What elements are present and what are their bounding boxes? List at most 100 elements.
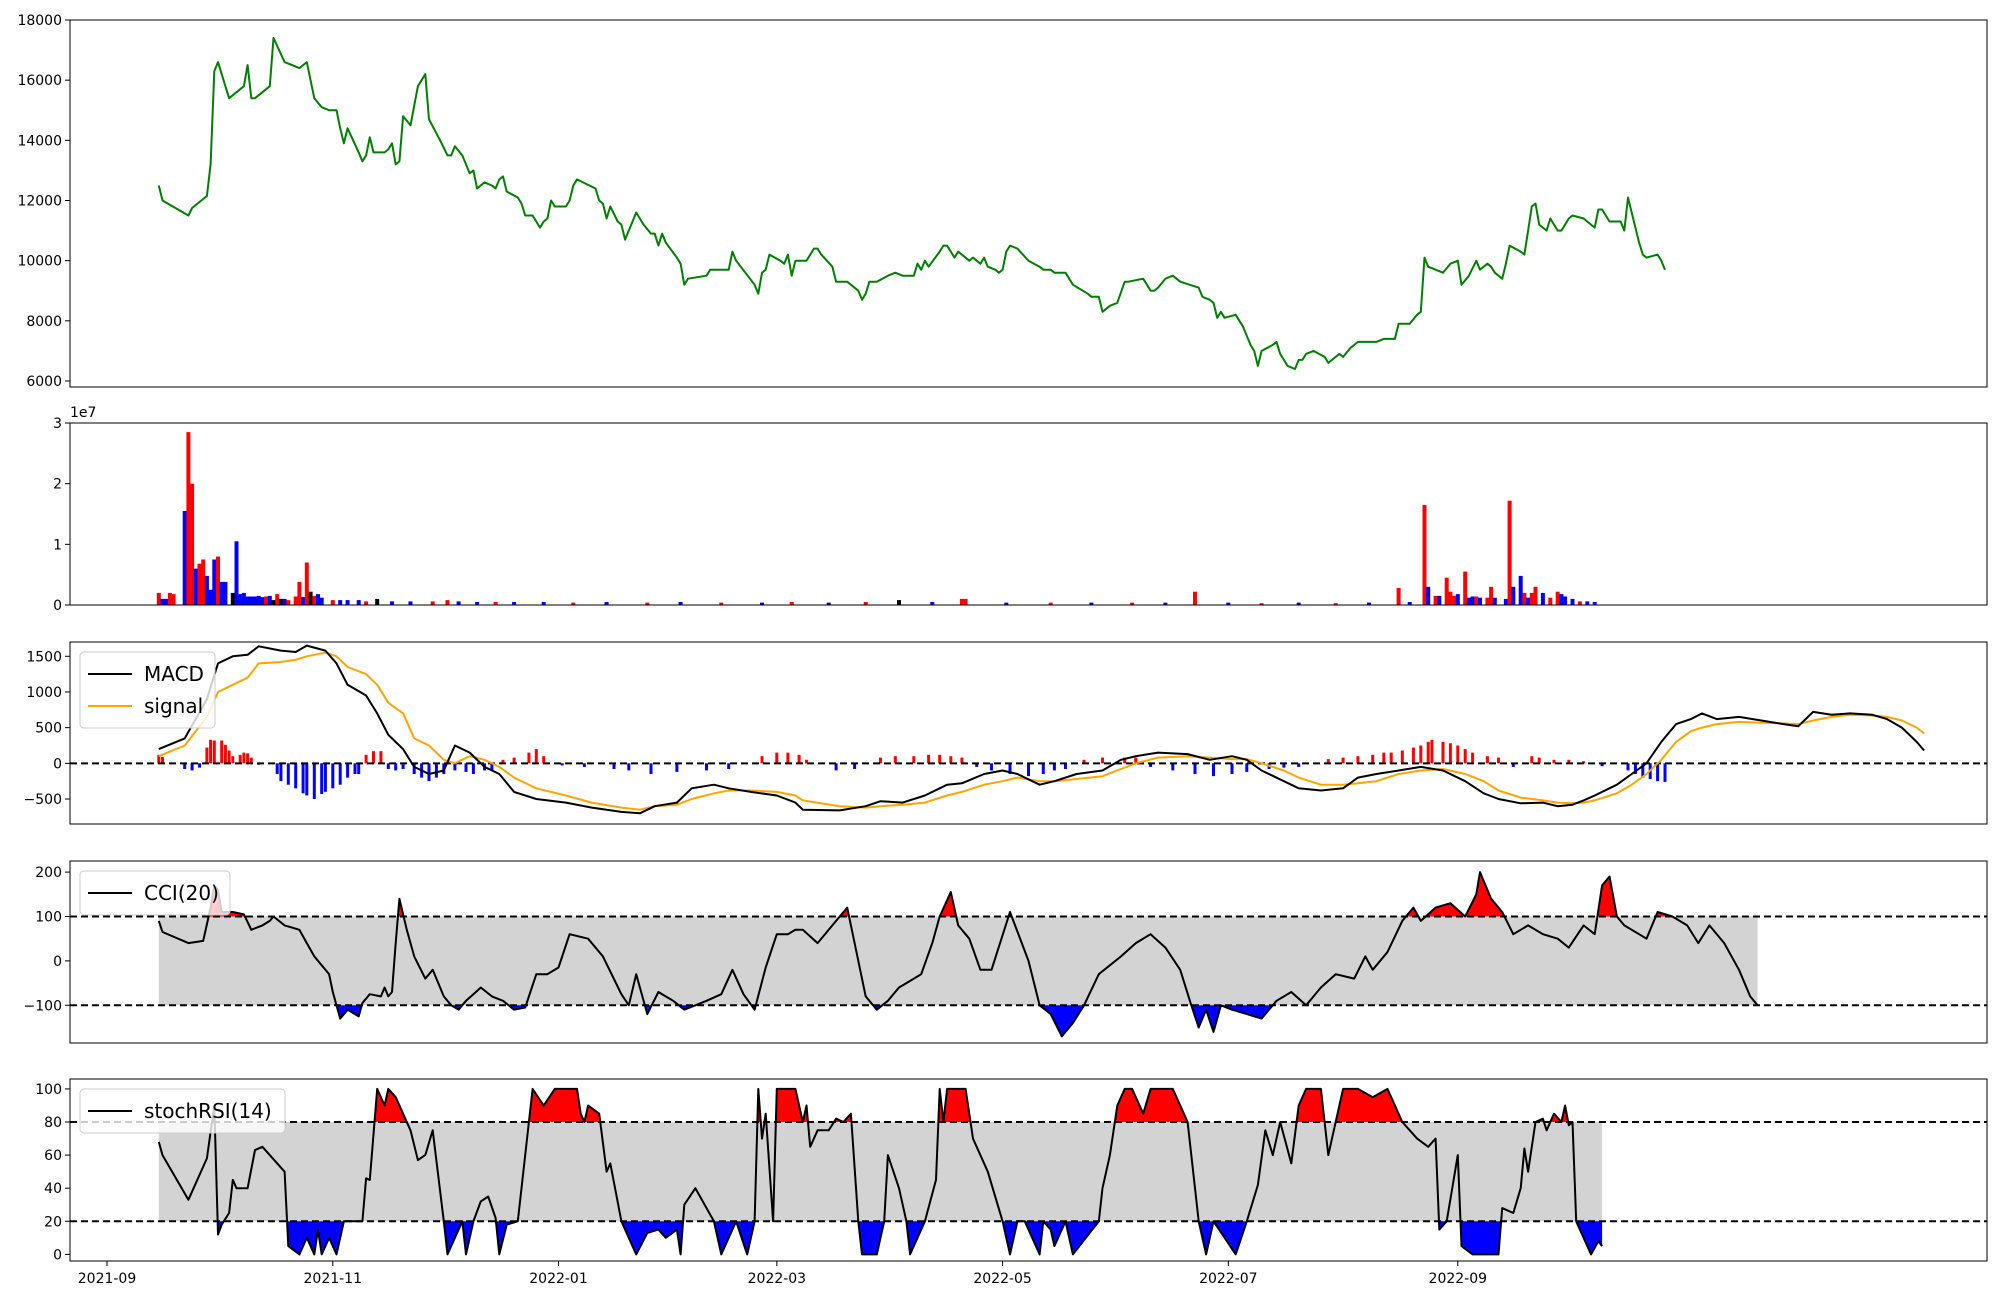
volume-bar bbox=[234, 541, 239, 605]
volume-bar bbox=[1130, 602, 1135, 605]
macd-histogram-bar bbox=[246, 753, 250, 764]
price-y-tick-label: 10000 bbox=[17, 254, 62, 270]
macd-legend-label: MACD bbox=[144, 662, 204, 686]
cci-panel: −100 0 100 200 CCI(20) bbox=[24, 860, 1988, 1044]
cci-legend-label: CCI(20) bbox=[144, 881, 219, 905]
macd-histogram-bar bbox=[797, 754, 801, 764]
macd-histogram-bar bbox=[1326, 759, 1330, 764]
macd-histogram-bar bbox=[242, 752, 246, 764]
macd-histogram-bar bbox=[534, 749, 538, 764]
macd-histogram-bar bbox=[1101, 757, 1104, 764]
volume-bar bbox=[208, 589, 213, 605]
volume-bar bbox=[304, 562, 309, 605]
macd-histogram-bar bbox=[1441, 741, 1445, 764]
volume-bar bbox=[1422, 504, 1427, 605]
stochrsi-line bbox=[157, 1087, 1603, 1256]
volume-bar bbox=[930, 602, 935, 605]
macd-histogram-bar bbox=[220, 740, 224, 764]
volume-bar bbox=[1163, 602, 1168, 605]
volume-bar bbox=[1518, 575, 1523, 605]
macd-histogram-bar bbox=[464, 763, 468, 772]
cci-y-tick-label: −100 bbox=[24, 998, 62, 1014]
volume-bar bbox=[241, 592, 246, 605]
volume-bar bbox=[316, 594, 320, 605]
stochrsi-oversold-fill bbox=[1213, 1221, 1247, 1255]
volume-bar bbox=[253, 596, 257, 605]
macd-y-tick-label: 1000 bbox=[26, 685, 62, 701]
macd-histogram-bar bbox=[1419, 745, 1423, 764]
macd-histogram-bar bbox=[949, 756, 953, 764]
volume-bar bbox=[245, 596, 250, 605]
macd-histogram-bar bbox=[301, 763, 305, 794]
macd-histogram-bar bbox=[542, 756, 546, 764]
volume-y-tick-label: 2 bbox=[53, 477, 62, 493]
volume-bar bbox=[301, 597, 306, 605]
macd-histogram-bar bbox=[1082, 759, 1086, 764]
macd-y-tick-label: 500 bbox=[35, 721, 62, 737]
macd-histogram-bar bbox=[612, 763, 616, 769]
volume-bar bbox=[1529, 592, 1534, 605]
macd-histogram-bar bbox=[582, 763, 586, 767]
volume-bar bbox=[156, 592, 161, 605]
macd-histogram-bar bbox=[879, 757, 882, 764]
volume-bar bbox=[330, 600, 335, 605]
volume-bar bbox=[1463, 571, 1468, 605]
volume-bar bbox=[1333, 603, 1338, 605]
macd-histogram-bar bbox=[975, 763, 979, 767]
cci-y-tick-label: 0 bbox=[53, 954, 62, 970]
macd-histogram-bar bbox=[1193, 763, 1197, 774]
macd-histogram-bar bbox=[1626, 763, 1630, 771]
volume-bar bbox=[1433, 595, 1438, 605]
macd-histogram-bar bbox=[1282, 763, 1286, 768]
macd-histogram-bar bbox=[1382, 752, 1386, 764]
macd-histogram-bar bbox=[490, 763, 494, 771]
stochrsi-y-tick-label: 20 bbox=[44, 1214, 62, 1230]
price-panel: 6000 8000 10000 12000 14000 16000 18000 bbox=[17, 13, 1988, 390]
volume-bar bbox=[230, 592, 235, 605]
macd-histogram-bar bbox=[627, 763, 631, 771]
price-y-tick-label: 16000 bbox=[17, 73, 62, 89]
macd-histogram-bar bbox=[157, 754, 161, 764]
macd-histogram-bar bbox=[238, 754, 242, 764]
macd-histogram-bar bbox=[249, 757, 253, 764]
volume-bar bbox=[1466, 597, 1471, 605]
macd-histogram-bar bbox=[1245, 763, 1249, 772]
macd-histogram-bar bbox=[227, 750, 231, 764]
volume-bar bbox=[390, 601, 394, 605]
macd-y-tick-label: 1500 bbox=[26, 649, 62, 665]
macd-histogram-bar bbox=[1411, 747, 1415, 764]
macd-histogram-bar bbox=[1426, 741, 1430, 764]
volume-bar bbox=[204, 575, 209, 605]
volume-bar bbox=[826, 602, 831, 605]
macd-histogram-bar bbox=[412, 763, 416, 774]
macd-histogram-bar bbox=[786, 752, 790, 764]
stochrsi-oversold-fill bbox=[621, 1221, 684, 1255]
stochrsi-overbought-fill bbox=[1335, 1088, 1403, 1122]
macd-histogram-bar bbox=[1371, 754, 1375, 764]
macd-histogram-bar bbox=[198, 763, 201, 768]
date-x-tick-label: 2022-07 bbox=[1199, 1271, 1258, 1287]
macd-histogram-bar bbox=[1511, 763, 1515, 767]
cci-overbought-fill bbox=[1425, 903, 1466, 917]
volume-bar bbox=[645, 602, 650, 605]
volume-panel: 0 1 2 3 1e7 bbox=[53, 405, 1988, 614]
macd-histogram-bar bbox=[1456, 745, 1460, 764]
volume-y-axis: 0 1 2 3 bbox=[53, 416, 70, 614]
macd-histogram-bar bbox=[1297, 763, 1301, 767]
volume-bar bbox=[541, 602, 546, 605]
volume-bar bbox=[345, 600, 350, 605]
cci-y-tick-label: 100 bbox=[35, 909, 62, 925]
macd-histogram-bar bbox=[805, 759, 808, 764]
macd-histogram-bar bbox=[675, 763, 679, 772]
macd-histogram-bar bbox=[357, 763, 361, 774]
macd-histogram-bar bbox=[294, 763, 298, 789]
volume-y-tick-label: 3 bbox=[53, 416, 62, 432]
macd-histogram-bar bbox=[1134, 757, 1138, 764]
stochrsi-oversold-fill bbox=[1065, 1221, 1099, 1255]
volume-multiplier-label: 1e7 bbox=[70, 405, 96, 421]
macd-histogram-bar bbox=[386, 763, 390, 769]
volume-bar bbox=[1592, 602, 1597, 605]
volume-bar bbox=[456, 601, 461, 605]
macd-y-tick-label: −500 bbox=[24, 792, 62, 808]
stochrsi-y-tick-label: 100 bbox=[35, 1082, 62, 1098]
